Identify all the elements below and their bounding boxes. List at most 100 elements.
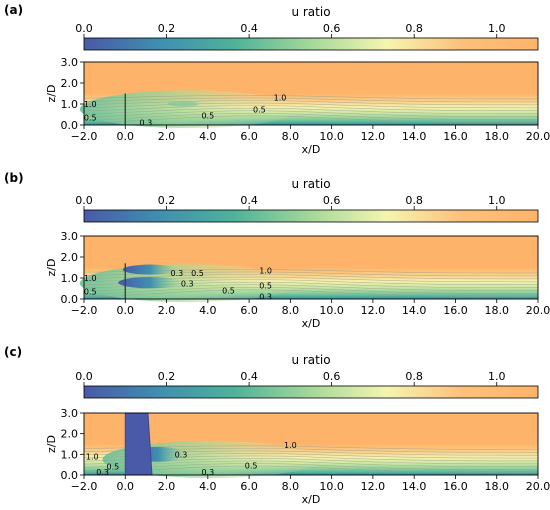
x-tick-label: 18.0 xyxy=(484,304,509,317)
plot-frame xyxy=(83,235,539,300)
x-tick-label: 8.0 xyxy=(282,480,300,493)
wake-core xyxy=(167,101,199,107)
contour-label: 0.5 xyxy=(84,114,97,123)
y-tick-label: 3.0 xyxy=(61,230,79,243)
y-axis-label: z/D xyxy=(45,85,58,103)
colorbar xyxy=(83,37,539,51)
contour-line xyxy=(83,107,539,115)
x-tick-label: 2.0 xyxy=(158,130,176,143)
x-tick-label: 16.0 xyxy=(443,304,468,317)
x-tick-label: 10.0 xyxy=(319,304,344,317)
y-tick-label: 2.0 xyxy=(61,251,79,264)
contour-line xyxy=(83,97,539,103)
x-tick-label: 6.0 xyxy=(240,480,258,493)
contour-line xyxy=(83,110,539,118)
x-tick-label: 12.0 xyxy=(361,480,386,493)
panel-0: (a) u ratio 0.0 0.2 0.4 0.6 0.8 1.0 1.0 0.5 0.3 0.5… xyxy=(4,3,550,156)
colorbar-label: u ratio xyxy=(291,5,330,19)
y-tick-label: 3.0 xyxy=(61,56,79,69)
contour-label: 0.3 xyxy=(259,292,272,301)
colorbar-label: u ratio xyxy=(291,353,330,367)
x-tick-label: 8.0 xyxy=(282,304,300,317)
contour-line xyxy=(83,95,539,100)
colorbar-tick-label: 1.0 xyxy=(488,22,506,35)
x-tick-label: 4.0 xyxy=(199,480,217,493)
contour-label: 0.3 xyxy=(170,269,183,278)
x-tick-label: 2.0 xyxy=(158,480,176,493)
colorbar-tick-label: 0.0 xyxy=(75,22,93,35)
colorbar xyxy=(83,209,539,223)
x-tick-label: 14.0 xyxy=(402,480,427,493)
x-axis-label: x/D xyxy=(302,317,321,330)
colorbar-label: u ratio xyxy=(291,177,330,191)
plot-frame xyxy=(83,61,539,126)
x-tick-label: 2.0 xyxy=(158,304,176,317)
colorbar-tick-label: 1.0 xyxy=(488,370,506,383)
contour-label: 0.5 xyxy=(201,112,214,121)
contour-line xyxy=(83,105,539,112)
contour-label: 0.5 xyxy=(222,287,235,296)
contour-label: 0.3 xyxy=(201,468,214,477)
x-tick-label: 6.0 xyxy=(240,304,258,317)
contour-label: 0.3 xyxy=(175,450,188,459)
x-tick-label: −2.0 xyxy=(71,480,98,493)
y-axis-label: z/D xyxy=(45,259,58,277)
x-tick-label: 18.0 xyxy=(484,480,509,493)
y-tick-label: 1.0 xyxy=(61,448,79,461)
contour-label: 1.0 xyxy=(284,441,297,450)
y-tick-label: 0.0 xyxy=(61,469,79,482)
colorbar-tick-label: 0.0 xyxy=(75,194,93,207)
contour-line xyxy=(83,100,539,106)
x-tick-label: 0.0 xyxy=(117,304,135,317)
contour-line xyxy=(83,112,539,121)
contour-label: 1.0 xyxy=(274,94,287,103)
contour-line xyxy=(83,271,539,277)
colorbar-tick-label: 1.0 xyxy=(488,194,506,207)
x-tick-label: 10.0 xyxy=(319,480,344,493)
panel-label: (b) xyxy=(4,171,24,185)
contour-label: 1.0 xyxy=(84,274,97,283)
contour-label: 0.5 xyxy=(107,463,120,472)
contour-label: 0.5 xyxy=(84,288,97,297)
wake-core-upper xyxy=(122,264,178,275)
x-tick-label: 0.0 xyxy=(117,480,135,493)
y-axis-label: z/D xyxy=(45,435,58,453)
colorbar-tick-label: 0.6 xyxy=(323,370,341,383)
x-tick-label: 10.0 xyxy=(319,130,344,143)
colorbar-tick-label: 0.6 xyxy=(323,22,341,35)
contour-line xyxy=(83,274,539,280)
colorbar-tick-label: 0.2 xyxy=(158,370,176,383)
contour-label: 1.0 xyxy=(259,267,272,276)
y-tick-label: 2.0 xyxy=(61,428,79,441)
colorbar-tick-label: 0.4 xyxy=(240,22,258,35)
contour-label: 0.3 xyxy=(140,118,153,127)
x-axis-label: x/D xyxy=(302,143,321,156)
x-tick-label: 18.0 xyxy=(484,130,509,143)
contour-label: 0.5 xyxy=(191,269,204,278)
contour-line xyxy=(83,289,539,298)
colorbar-tick-label: 0.2 xyxy=(158,194,176,207)
y-tick-label: 0.0 xyxy=(61,119,79,132)
contour-line xyxy=(83,115,539,124)
colorbar-tick-label: 0.4 xyxy=(240,370,258,383)
x-tick-label: 16.0 xyxy=(443,480,468,493)
x-axis-label: x/D xyxy=(302,493,321,506)
colorbar-tick-label: 0.8 xyxy=(405,22,423,35)
x-tick-label: 20.0 xyxy=(526,130,550,143)
x-tick-label: 20.0 xyxy=(526,304,550,317)
x-tick-label: 8.0 xyxy=(282,130,300,143)
contour-label: 0.3 xyxy=(181,279,194,288)
colorbar-tick-label: 0.2 xyxy=(158,22,176,35)
plot-frame xyxy=(83,412,539,476)
x-tick-label: 0.0 xyxy=(117,130,135,143)
contour-label: 0.5 xyxy=(253,105,266,114)
x-tick-label: 12.0 xyxy=(361,130,386,143)
x-tick-label: −2.0 xyxy=(71,130,98,143)
colorbar-tick-label: 0.4 xyxy=(240,194,258,207)
y-tick-label: 0.0 xyxy=(61,293,79,306)
contour-line xyxy=(83,102,539,109)
x-tick-label: 4.0 xyxy=(199,304,217,317)
contour-label: 0.3 xyxy=(96,468,109,477)
x-tick-label: 12.0 xyxy=(361,304,386,317)
